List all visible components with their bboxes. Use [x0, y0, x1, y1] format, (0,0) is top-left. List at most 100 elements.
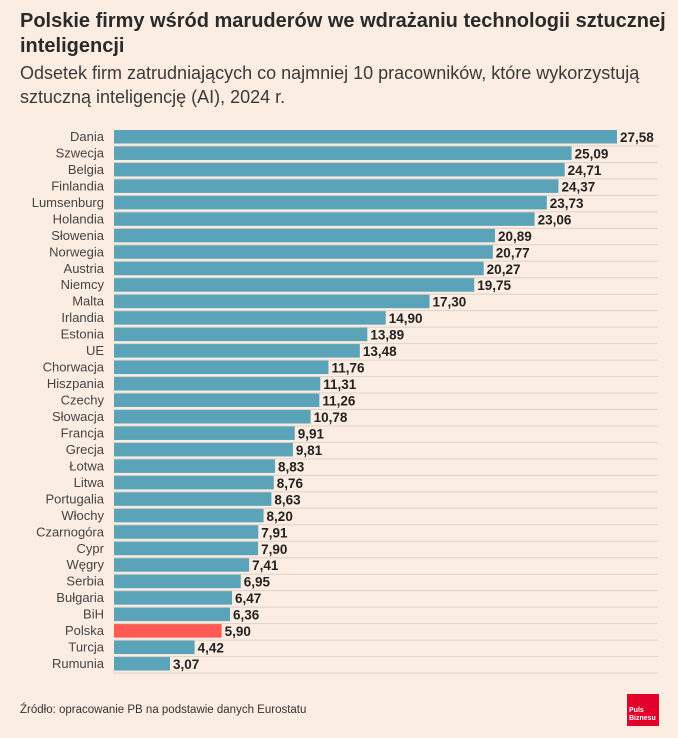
- value-label: 11,26: [322, 394, 356, 409]
- category-label: Grecja: [66, 442, 105, 457]
- category-label: Cypr: [77, 541, 105, 556]
- puls-biznesu-logo: Puls Biznesu: [627, 694, 659, 726]
- value-label: 8,63: [274, 492, 301, 507]
- category-label: Węgry: [66, 557, 104, 572]
- bar-Polska: [114, 624, 222, 638]
- category-label: Rumunia: [52, 656, 105, 671]
- bar-Finlandia: [114, 179, 559, 193]
- value-label: 23,06: [538, 212, 572, 227]
- bar-Grecja: [114, 442, 293, 457]
- category-label: Malta: [72, 294, 105, 309]
- category-label: Bułgaria: [56, 590, 104, 605]
- bar-Czechy: [114, 393, 320, 408]
- bar-Łotwa: [114, 459, 276, 473]
- bar-Litwa: [114, 475, 274, 490]
- bar-Niemcy: [114, 278, 475, 292]
- category-label: Litwa: [74, 475, 105, 490]
- category-label: Łotwa: [69, 458, 104, 473]
- value-label: 6,47: [235, 591, 261, 606]
- category-label: Hiszpania: [47, 376, 105, 391]
- value-label: 6,95: [244, 575, 271, 590]
- category-label: Słowenia: [51, 228, 105, 243]
- bar-Turcja: [114, 640, 195, 655]
- value-label: 23,73: [550, 196, 584, 211]
- value-label: 8,76: [277, 476, 304, 491]
- category-label: Słowacja: [52, 409, 105, 424]
- category-label: Francja: [61, 425, 105, 440]
- bar-Czarnogóra: [114, 525, 259, 539]
- source-note: Źródło: opracowanie PB na podstawie dany…: [20, 704, 307, 716]
- bar-Węgry: [114, 558, 250, 572]
- category-label: Turcja: [68, 640, 104, 655]
- value-label: 11,76: [331, 361, 365, 376]
- bar-Włochy: [114, 508, 264, 523]
- bar-Dania: [114, 130, 617, 144]
- bar-Chorwacja: [114, 360, 329, 375]
- value-label: 11,31: [323, 377, 357, 392]
- value-label: 27,58: [620, 130, 654, 145]
- bar-Portugalia: [114, 492, 272, 506]
- bar-Rumunia: [114, 657, 170, 671]
- value-label: 3,07: [173, 657, 199, 672]
- bar-BiH: [114, 607, 230, 622]
- bar-Słowenia: [114, 228, 495, 243]
- bar-Szwecja: [114, 146, 572, 160]
- bar-UE: [114, 344, 360, 358]
- value-label: 5,90: [225, 624, 251, 639]
- value-label: 13,89: [370, 328, 404, 343]
- category-label: Polska: [65, 623, 105, 638]
- value-label: 8,20: [267, 509, 293, 524]
- value-label: 20,27: [487, 262, 521, 277]
- category-label: Belgia: [68, 162, 105, 177]
- category-label: Dania: [70, 129, 105, 144]
- bar-Cypr: [114, 541, 259, 556]
- category-label: Finlandia: [51, 178, 105, 193]
- value-label: 6,36: [233, 608, 260, 623]
- category-label: Czarnogóra: [36, 524, 105, 539]
- category-label: Serbia: [66, 574, 104, 589]
- bar-Słowacja: [114, 409, 311, 424]
- value-label: 14,90: [389, 311, 423, 326]
- category-label: Szwecja: [56, 145, 105, 160]
- bar-Lumsenburg: [114, 195, 547, 210]
- bar-Bułgaria: [114, 591, 232, 605]
- bar-Holandia: [114, 212, 535, 226]
- category-label: Niemcy: [61, 277, 105, 292]
- category-label: Czechy: [61, 393, 105, 408]
- category-label: Norwegia: [49, 244, 105, 259]
- category-label: BiH: [83, 607, 104, 622]
- bar-Estonia: [114, 327, 368, 342]
- category-label: Estonia: [61, 327, 105, 342]
- value-label: 4,42: [198, 641, 224, 656]
- bar-Norwegia: [114, 245, 493, 259]
- value-label: 10,78: [314, 410, 348, 425]
- category-label: Włochy: [61, 508, 104, 523]
- category-label: Lumsenburg: [32, 195, 104, 210]
- value-label: 7,91: [261, 525, 288, 540]
- category-label: Chorwacja: [43, 360, 105, 375]
- value-label: 7,90: [261, 542, 287, 557]
- category-label: UE: [86, 343, 104, 358]
- chart-title: Polskie firmy wśród maruderów we wdrażan…: [20, 10, 666, 57]
- bar-Francja: [114, 426, 295, 440]
- value-label: 9,81: [296, 443, 323, 458]
- value-label: 25,09: [575, 146, 609, 161]
- value-label: 7,41: [252, 558, 279, 573]
- bar-Malta: [114, 294, 430, 309]
- value-label: 13,48: [363, 344, 397, 359]
- value-label: 24,71: [568, 163, 602, 178]
- category-label: Portugalia: [45, 491, 104, 506]
- bar-Irlandia: [114, 311, 386, 325]
- bar-Hiszpania: [114, 377, 321, 391]
- value-label: 17,30: [433, 295, 467, 310]
- value-label: 20,77: [496, 245, 530, 260]
- value-label: 20,89: [498, 229, 532, 244]
- category-label: Holandia: [53, 211, 105, 226]
- bar-Serbia: [114, 574, 241, 589]
- value-label: 19,75: [477, 278, 511, 293]
- bar-Austria: [114, 261, 484, 276]
- category-label: Austria: [64, 261, 105, 276]
- bar-Belgia: [114, 162, 565, 177]
